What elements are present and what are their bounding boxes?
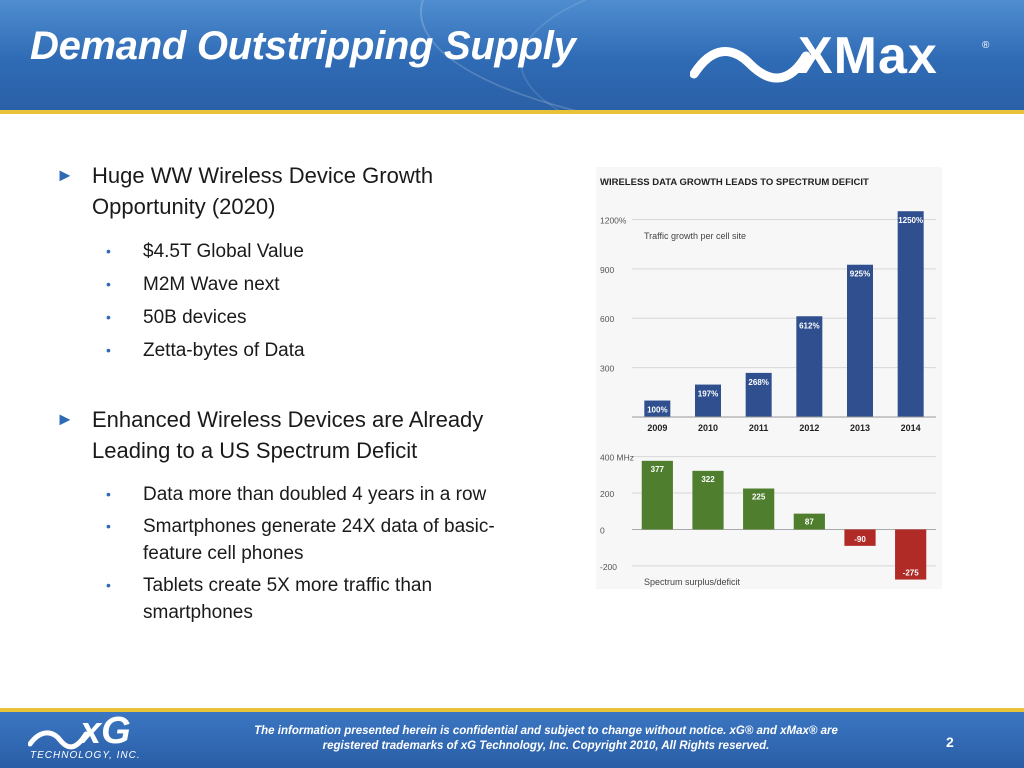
bar: [897, 211, 924, 417]
xg-logo-subtext: TECHNOLOGY, INC.: [30, 750, 141, 761]
bullet-dot-icon: •: [106, 577, 111, 593]
notice-line: registered trademarks of xG Technology, …: [322, 740, 770, 752]
bar-value-label: 612%: [799, 321, 819, 330]
notice-line: The information presented herein is conf…: [254, 725, 838, 737]
bar: [847, 264, 873, 417]
sub-bullet-text: Zetta-bytes of Data: [143, 340, 305, 361]
page-number: 2: [946, 734, 954, 750]
bar: [743, 488, 775, 530]
confidentiality-notice: The information presented herein is conf…: [206, 724, 886, 754]
y-tick-label: 400 MHz: [600, 453, 634, 463]
sub-bullet-text: Tablets create 5X more traffic than smar…: [143, 575, 433, 623]
bullet-arrow-icon: ►: [56, 165, 74, 185]
bullet-dot-icon: •: [106, 276, 111, 292]
x-tick-label: 2012: [799, 423, 819, 433]
bar-value-label: 100%: [647, 406, 667, 415]
chart-annotation: Traffic growth per cell site: [644, 231, 746, 241]
bar-value-label: 197%: [698, 390, 718, 399]
bullet-arrow-icon: ►: [56, 409, 74, 429]
bar: [644, 400, 671, 417]
y-tick-label: 200: [600, 489, 614, 499]
bar: [793, 513, 825, 530]
bullet-text: Enhanced Wireless Devices are Already Le…: [92, 407, 484, 463]
x-tick-label: 2014: [901, 423, 921, 433]
bullet-dot-icon: •: [106, 518, 111, 534]
y-tick-label: 900: [600, 265, 614, 275]
spectrum-chart: WIRELESS DATA GROWTH LEADS TO SPECTRUM D…: [596, 167, 942, 589]
bullet-dot-icon: •: [106, 486, 111, 502]
header-rule: [0, 110, 1024, 114]
bullet-text: Huge WW Wireless Device Growth Opportuni…: [92, 163, 434, 219]
bar: [745, 372, 772, 417]
wave-icon: [690, 47, 810, 83]
header-bar: Demand Outstripping Supply XMax ®: [0, 0, 1024, 110]
chart-svg: WIRELESS DATA GROWTH LEADS TO SPECTRUM D…: [600, 177, 936, 587]
slide-title: Demand Outstripping Supply: [30, 24, 576, 68]
y-tick-label: 1200%: [600, 215, 627, 225]
header-decoration: [520, 0, 1024, 110]
x-tick-label: 2010: [698, 423, 718, 433]
bar-value-label: 268%: [748, 378, 768, 387]
sub-bullet-text: 50B devices: [143, 307, 247, 328]
x-tick-label: 2009: [647, 423, 667, 433]
xg-technology-logo: xG TECHNOLOGY, INC.: [28, 710, 158, 766]
y-tick-label: 0: [600, 525, 605, 535]
bullet-dot-icon: •: [106, 243, 111, 259]
bar-value-label: 377: [651, 465, 665, 474]
xmax-logo-text: XMax: [798, 27, 938, 85]
bar: [796, 316, 823, 417]
sub-bullet-text: $4.5T Global Value: [143, 241, 304, 262]
bar-value-label: 225: [752, 493, 766, 502]
bar: [844, 529, 876, 546]
xmax-logo: XMax ®: [690, 26, 1000, 96]
sub-bullet-text: M2M Wave next: [143, 274, 280, 295]
chart-title: WIRELESS DATA GROWTH LEADS TO SPECTRUM D…: [600, 177, 869, 188]
sub-bullet-text: Smartphones generate 24X data of basic-f…: [143, 516, 495, 564]
bar-value-label: 322: [701, 475, 715, 484]
bar-value-label: -90: [854, 535, 866, 544]
footer-rule: [0, 708, 1024, 712]
xg-logo-text: xG: [80, 710, 131, 752]
y-tick-label: 300: [600, 364, 614, 374]
x-tick-label: 2013: [850, 423, 870, 433]
wave-icon: [28, 730, 88, 750]
x-tick-label: 2011: [749, 423, 769, 433]
footer-bar: xG TECHNOLOGY, INC. The information pres…: [0, 710, 1024, 768]
bar-value-label: 925%: [850, 270, 870, 279]
bullet-dot-icon: •: [106, 342, 111, 358]
bar-value-label: 87: [805, 518, 814, 527]
bar-value-label: -275: [903, 569, 920, 578]
bar-value-label: 1250%: [898, 216, 923, 225]
bullet-dot-icon: •: [106, 309, 111, 325]
bar: [692, 470, 724, 530]
y-tick-label: -200: [600, 562, 617, 572]
chart-annotation: Spectrum surplus/deficit: [644, 577, 741, 587]
bar: [695, 384, 721, 417]
y-tick-label: 600: [600, 314, 614, 324]
bar: [641, 460, 673, 530]
bar: [895, 529, 927, 580]
sub-bullet-text: Data more than doubled 4 years in a row: [143, 484, 487, 505]
registered-mark: ®: [982, 40, 990, 51]
